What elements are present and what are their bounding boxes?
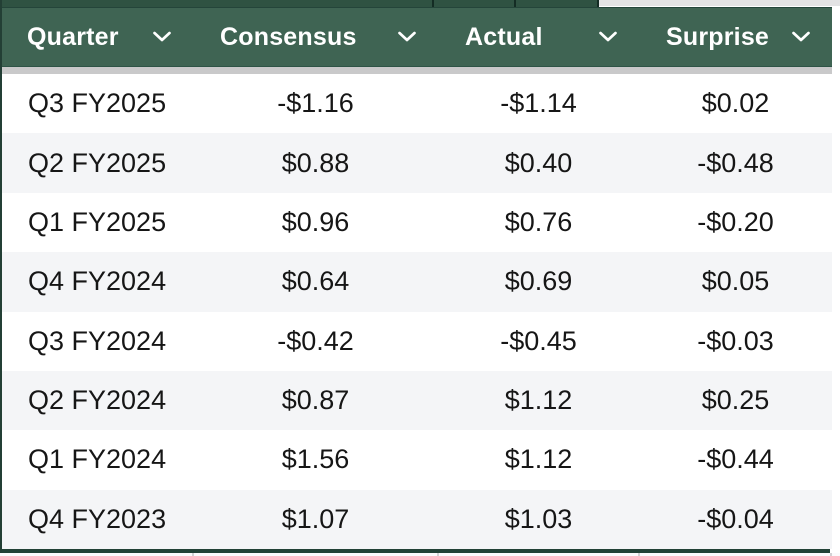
column-header-surprise[interactable]: Surprise	[639, 8, 832, 66]
actual-cell[interactable]: $1.12	[504, 444, 573, 475]
bottom-row-remnant	[0, 553, 840, 556]
cell-divider	[597, 0, 599, 7]
consensus-cell[interactable]: $1.07	[281, 503, 350, 534]
consensus-cell[interactable]: -$1.16	[277, 88, 354, 119]
table-body: Q3 FY2025 -$1.16 -$1.14 $0.02 Q2 FY2025 …	[0, 74, 832, 549]
quarter-cell[interactable]: Q1 FY2024	[28, 444, 167, 475]
actual-cell[interactable]: -$1.14	[500, 88, 577, 119]
table-row: Q3 FY2025 -$1.16 -$1.14 $0.02	[0, 74, 832, 134]
table-row: Q3 FY2024 -$0.42 -$0.45 -$0.03	[0, 311, 832, 371]
gridline	[638, 553, 640, 556]
column-header-consensus[interactable]: Consensus	[193, 8, 438, 66]
consensus-cell[interactable]: $1.56	[281, 444, 350, 475]
surprise-cell[interactable]: -$0.44	[697, 444, 774, 475]
table-row: Q1 FY2025 $0.96 $0.76 -$0.20	[0, 192, 832, 253]
table-left-border	[0, 0, 2, 553]
column-header-label: Surprise	[666, 22, 770, 51]
chevron-down-icon[interactable]	[599, 31, 617, 43]
quarter-cell[interactable]: Q1 FY2025	[28, 206, 167, 237]
quarter-cell[interactable]: Q2 FY2024	[28, 385, 167, 416]
actual-cell[interactable]: $1.03	[504, 503, 573, 534]
quarter-cell[interactable]: Q4 FY2024	[28, 266, 167, 297]
cell-divider	[514, 0, 516, 7]
consensus-cell[interactable]: $0.88	[281, 147, 350, 178]
table-row: Q4 FY2023 $1.07 $1.03 -$0.04	[0, 489, 832, 549]
consensus-cell[interactable]: $0.64	[281, 266, 350, 297]
quarter-cell[interactable]: Q3 FY2025	[28, 88, 167, 119]
consensus-cell[interactable]: $0.87	[281, 385, 350, 416]
table-row: Q1 FY2024 $1.56 $1.12 -$0.44	[0, 430, 832, 490]
quarter-cell[interactable]: Q4 FY2023	[28, 503, 167, 534]
top-remnant-green-cells	[0, 0, 599, 7]
gridline	[830, 553, 832, 556]
consensus-cell[interactable]: -$0.42	[277, 325, 354, 356]
column-header-label: Consensus	[220, 22, 357, 51]
gridline	[437, 553, 439, 556]
table-header-row: Quarter Consensus Actual Surprise	[0, 7, 832, 68]
chevron-down-icon[interactable]	[153, 31, 171, 43]
actual-cell[interactable]: -$0.45	[500, 325, 577, 356]
surprise-cell[interactable]: -$0.04	[697, 503, 774, 534]
surprise-cell[interactable]: $0.05	[701, 266, 770, 297]
actual-cell[interactable]: $0.40	[504, 147, 573, 178]
surprise-cell[interactable]: -$0.48	[697, 147, 774, 178]
top-row-remnant	[0, 0, 840, 7]
column-header-label: Quarter	[27, 22, 119, 51]
chevron-down-icon[interactable]	[792, 31, 810, 43]
header-shadow-band	[0, 67, 832, 74]
table-row: Q2 FY2025 $0.88 $0.40 -$0.48	[0, 133, 832, 193]
consensus-cell[interactable]: $0.96	[281, 206, 350, 237]
surprise-cell[interactable]: $0.02	[701, 88, 770, 119]
top-remnant-light-cells	[599, 0, 840, 6]
column-header-actual[interactable]: Actual	[438, 8, 639, 66]
surprise-cell[interactable]: -$0.03	[697, 325, 774, 356]
actual-cell[interactable]: $0.69	[504, 266, 573, 297]
column-header-quarter[interactable]: Quarter	[0, 8, 193, 66]
surprise-cell[interactable]: -$0.20	[697, 206, 774, 237]
quarter-cell[interactable]: Q2 FY2025	[28, 147, 167, 178]
actual-cell[interactable]: $0.76	[504, 206, 573, 237]
table-row: Q2 FY2024 $0.87 $1.12 $0.25	[0, 370, 832, 431]
cell-divider	[432, 0, 434, 7]
quarter-cell[interactable]: Q3 FY2024	[28, 325, 167, 356]
chevron-down-icon[interactable]	[398, 31, 416, 43]
gridline	[192, 553, 194, 556]
surprise-cell[interactable]: $0.25	[701, 385, 770, 416]
actual-cell[interactable]: $1.12	[504, 385, 573, 416]
column-header-label: Actual	[465, 22, 543, 51]
table-bottom-border	[0, 549, 830, 553]
table-row: Q4 FY2024 $0.64 $0.69 $0.05	[0, 252, 832, 312]
